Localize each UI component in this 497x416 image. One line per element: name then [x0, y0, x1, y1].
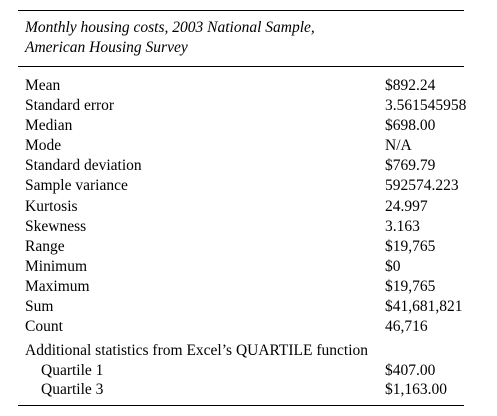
stat-value: 24.997	[385, 197, 428, 215]
stat-row-minimum: Minimum $0	[25, 257, 465, 277]
stat-row-mode: Mode N/A	[25, 136, 465, 156]
stat-label: Sum	[25, 298, 54, 316]
stat-label: Range	[25, 237, 65, 255]
stat-label: Kurtosis	[25, 197, 78, 215]
stat-value: $19,765	[385, 237, 436, 255]
stat-value: $19,765	[385, 277, 436, 295]
stat-label: Maximum	[25, 277, 90, 295]
quartile-row-3: Quartile 3 $1,163.00	[25, 380, 465, 399]
stat-value: 3.163	[385, 217, 420, 235]
quartile-row-1: Quartile 1 $407.00	[25, 361, 465, 380]
additional-statistics-heading: Additional statistics from Excel’s QUART…	[25, 342, 369, 359]
quartile-value: $407.00	[385, 362, 436, 379]
stat-label: Count	[25, 318, 63, 336]
quartile-label: Quartile 1	[41, 362, 104, 379]
statistics-table: Mean $892.24 Standard error 3.561545958 …	[25, 76, 467, 337]
stat-row-kurtosis: Kurtosis 24.997	[25, 197, 465, 217]
stat-label: Minimum	[25, 257, 88, 275]
caption-line-2: American Housing Survey	[25, 39, 188, 56]
stat-value: 3.561545958	[385, 97, 467, 115]
stat-value: $769.79	[385, 157, 436, 175]
stat-label: Standard error	[25, 97, 115, 115]
stat-row-sample-variance: Sample variance 592574.223	[25, 176, 465, 196]
stat-label: Mode	[25, 137, 62, 155]
stat-row-mean: Mean $892.24	[25, 76, 465, 96]
bottom-rule	[18, 405, 464, 406]
stat-value: 46,716	[385, 318, 428, 336]
stat-row-median: Median $698.00	[25, 116, 465, 136]
caption-line-1: Monthly housing costs, 2003 National Sam…	[25, 19, 315, 36]
stat-value: 592574.223	[385, 177, 459, 195]
stat-row-maximum: Maximum $19,765	[25, 277, 465, 297]
stat-label: Mean	[25, 77, 61, 94]
stat-value: $41,681,821	[385, 298, 463, 316]
stat-row-range: Range $19,765	[25, 237, 465, 257]
stat-row-count: Count 46,716	[25, 317, 465, 337]
quartile-label: Quartile 3	[41, 381, 104, 398]
stat-value: N/A	[385, 137, 412, 155]
stat-value: $0	[385, 257, 401, 275]
stat-label: Sample variance	[25, 177, 128, 195]
stat-label: Median	[25, 117, 73, 135]
quartile-value: $1,163.00	[385, 381, 447, 398]
stat-value: $698.00	[385, 117, 436, 135]
stat-label: Skewness	[25, 217, 87, 235]
table-caption: Monthly housing costs, 2003 National Sam…	[25, 18, 445, 58]
quartile-table: Quartile 1 $407.00 Quartile 3 $1,163.00	[25, 361, 465, 399]
top-rule	[18, 10, 464, 11]
stat-row-standard-error: Standard error 3.561545958	[25, 96, 467, 116]
stat-row-skewness: Skewness 3.163	[25, 217, 465, 237]
stat-label: Standard deviation	[25, 157, 142, 175]
stat-row-sum: Sum $41,681,821	[25, 297, 465, 317]
stat-row-standard-deviation: Standard deviation $769.79	[25, 156, 465, 176]
stat-value: $892.24	[385, 77, 436, 94]
header-rule	[18, 66, 464, 67]
